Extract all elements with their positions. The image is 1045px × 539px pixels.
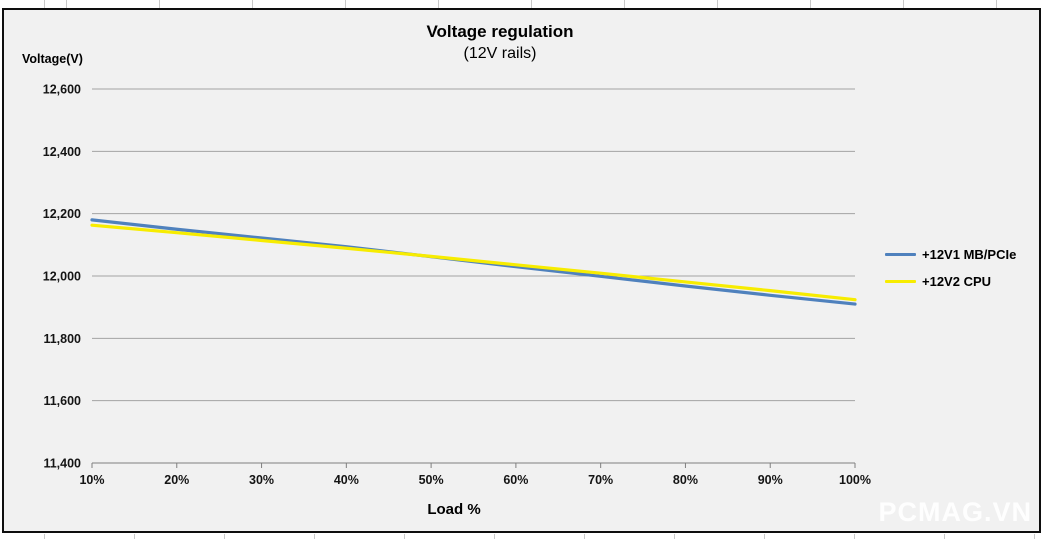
svg-text:70%: 70% [588,473,613,487]
legend-item-12v1[interactable]: +12V1 MB/PCIe [885,241,1016,268]
plot-area: 12,600 12,400 12,200 12,000 11,800 11,600 11,4… [43,83,871,488]
legend-swatch-12v2-line [885,280,916,283]
svg-text:20%: 20% [164,473,189,487]
y-axis-title: Voltage(V) [22,52,83,66]
chart-legend[interactable]: +12V1 MB/PCIe +12V2 CPU [885,241,1016,295]
svg-text:12,600: 12,600 [43,83,81,97]
svg-text:12,400: 12,400 [43,145,81,159]
svg-text:12,200: 12,200 [43,207,81,221]
chart-subtitle: (12V rails) [463,45,537,62]
svg-text:90%: 90% [758,473,783,487]
watermark-pcmag: PCMAG.VN [878,497,1032,527]
legend-swatch-12v1-line [885,253,916,256]
svg-text:80%: 80% [673,473,698,487]
legend-label-12v2: +12V2 CPU [922,274,992,289]
voltage-regulation-chart[interactable]: Voltage regulation (12V rails) Voltage(V… [2,8,1041,533]
chart-title-block: Voltage regulation (12V rails) [4,21,996,65]
chart-title: Voltage regulation [426,22,574,41]
spreadsheet-cells-bottom [0,534,1045,539]
svg-text:12,000: 12,000 [43,270,81,284]
svg-text:40%: 40% [334,473,359,487]
svg-text:100%: 100% [839,473,871,487]
svg-text:11,600: 11,600 [43,394,81,408]
svg-text:30%: 30% [249,473,274,487]
spreadsheet-cells-top [0,0,1045,8]
legend-item-12v2[interactable]: +12V2 CPU [885,268,1016,295]
legend-label-12v1: +12V1 MB/PCIe [922,247,1017,262]
svg-text:60%: 60% [503,473,528,487]
svg-text:50%: 50% [419,473,444,487]
svg-text:11,800: 11,800 [43,332,81,346]
svg-text:10%: 10% [79,473,104,487]
svg-text:11,400: 11,400 [43,457,81,471]
x-axis-title: Load % [427,501,481,518]
